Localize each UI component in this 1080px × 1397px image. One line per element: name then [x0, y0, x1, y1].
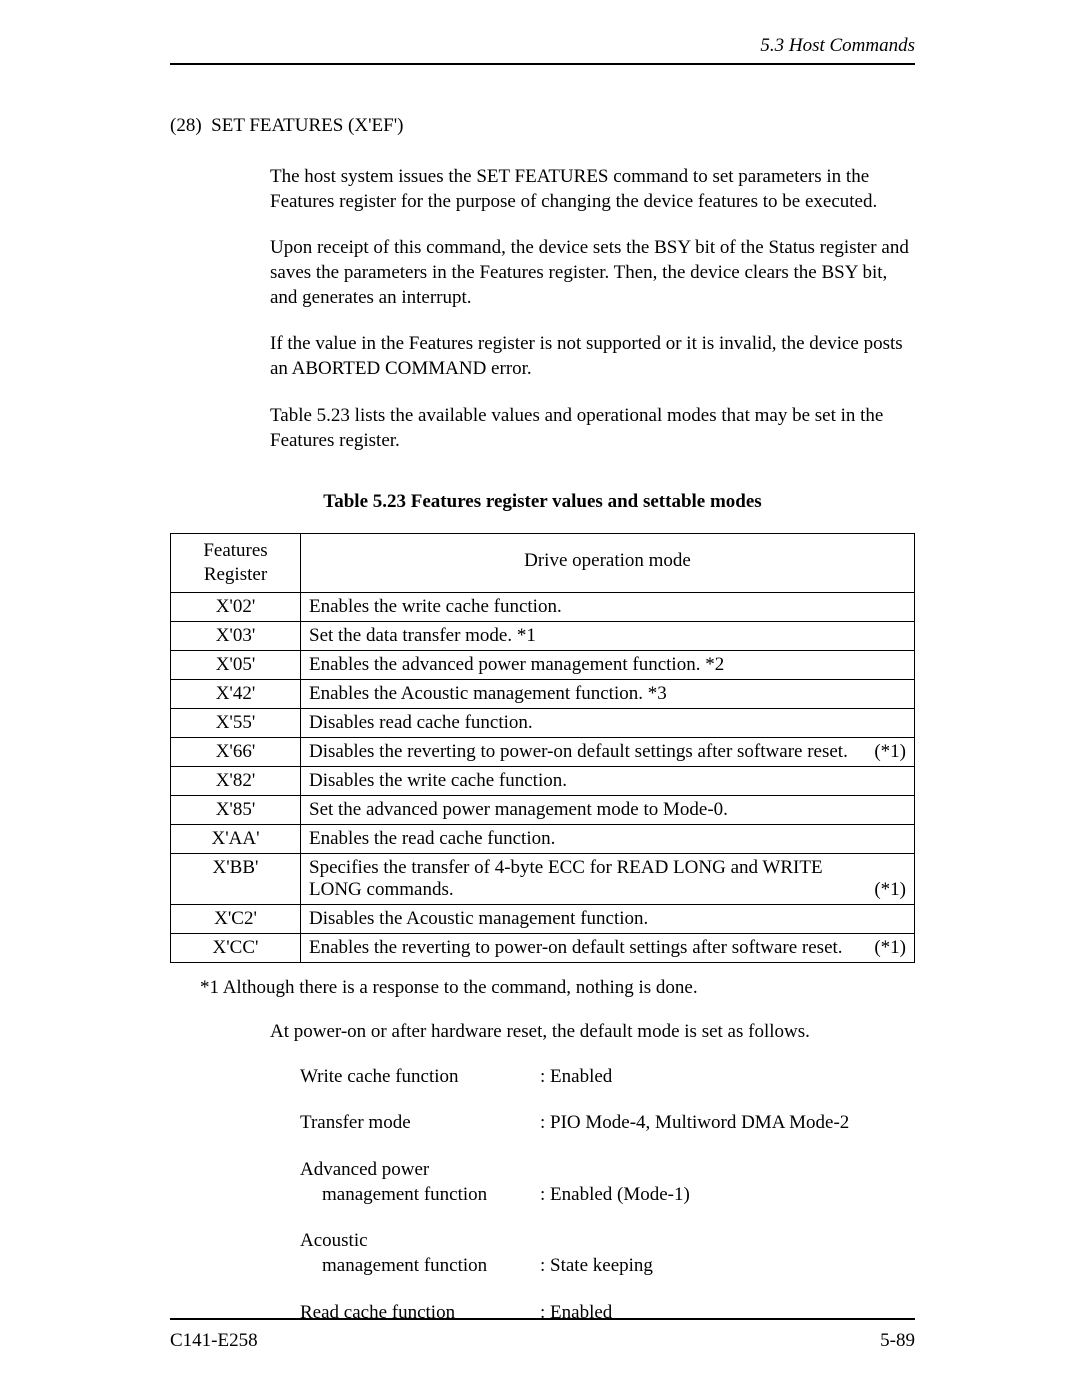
paragraph-2: Upon receipt of this command, the device…: [270, 236, 915, 310]
table-cell-mode: Enables the read cache function.: [301, 824, 915, 853]
table-row: X'BB'Specifies the transfer of 4-byte EC…: [171, 853, 915, 904]
table-cell-register: X'66': [171, 737, 301, 766]
table-row: X'03'Set the data transfer mode. *1: [171, 621, 915, 650]
table-row: X'CC'Enables the reverting to power-on d…: [171, 933, 915, 962]
table-cell-mode: Disables the Acoustic management functio…: [301, 904, 915, 933]
table-cell-register: X'55': [171, 708, 301, 737]
table-cell-register: X'02': [171, 592, 301, 621]
table-header-mode: Drive operation mode: [301, 534, 915, 593]
footer-rule: [170, 1318, 915, 1320]
table-row: X'42'Enables the Acoustic management fun…: [171, 679, 915, 708]
section-heading: (28) SET FEATURES (X'EF'): [170, 115, 915, 137]
table-row: X'55'Disables read cache function.: [171, 708, 915, 737]
table-cell-register: X'05': [171, 650, 301, 679]
paragraph-1: The host system issues the SET FEATURES …: [270, 165, 915, 214]
table-cell-register: X'CC': [171, 933, 301, 962]
table-cell-mode: Disables the reverting to power-on defau…: [301, 737, 915, 766]
page-footer: C141-E258 5-89: [170, 1318, 915, 1352]
section-number: (28): [170, 115, 202, 136]
table-cell-mode: Enables the Acoustic management function…: [301, 679, 915, 708]
header-rule: [170, 63, 915, 65]
default-value: : Enabled: [540, 1065, 612, 1090]
default-value: : Enabled (Mode-1): [540, 1183, 690, 1208]
table-cell-mode: Enables the reverting to power-on defaul…: [301, 933, 915, 962]
table-cell-register: X'BB': [171, 853, 301, 904]
table-row: X'C2'Disables the Acoustic management fu…: [171, 904, 915, 933]
table-cell-register: X'AA': [171, 824, 301, 853]
default-row: Write cache function: Enabled: [300, 1065, 915, 1090]
section-title-text: SET FEATURES (X'EF'): [211, 115, 403, 136]
table-row: X'82'Disables the write cache function.: [171, 766, 915, 795]
table-cell-register: X'C2': [171, 904, 301, 933]
footnote-1: *1 Although there is a response to the c…: [200, 977, 915, 999]
table-row: X'02'Enables the write cache function.: [171, 592, 915, 621]
table-cell-register: X'85': [171, 795, 301, 824]
default-label: Acousticmanagement function: [300, 1229, 540, 1278]
defaults-list: Write cache function: EnabledTransfer mo…: [300, 1065, 915, 1326]
table-cell-register: X'42': [171, 679, 301, 708]
features-table: Features Register Drive operation mode X…: [170, 533, 915, 963]
default-row: Advanced powermanagement function: Enabl…: [300, 1158, 915, 1207]
default-mode-intro: At power-on or after hardware reset, the…: [270, 1021, 915, 1043]
table-row: X'66'Disables the reverting to power-on …: [171, 737, 915, 766]
table-cell-mode: Specifies the transfer of 4-byte ECC for…: [301, 853, 915, 904]
table-cell-mode: Enables the advanced power management fu…: [301, 650, 915, 679]
default-value: : State keeping: [540, 1254, 653, 1279]
table-cell-mode: Enables the write cache function.: [301, 592, 915, 621]
table-row: X'05'Enables the advanced power manageme…: [171, 650, 915, 679]
page-header-section: 5.3 Host Commands: [170, 35, 915, 63]
table-cell-mode: Set the data transfer mode. *1: [301, 621, 915, 650]
default-label: Write cache function: [300, 1065, 540, 1090]
paragraph-3: If the value in the Features register is…: [270, 332, 915, 381]
table-row: X'AA'Enables the read cache function.: [171, 824, 915, 853]
paragraph-4: Table 5.23 lists the available values an…: [270, 404, 915, 453]
table-cell-register: X'82': [171, 766, 301, 795]
default-row: Acousticmanagement function: State keepi…: [300, 1229, 915, 1278]
footer-doc-id: C141-E258: [170, 1330, 258, 1352]
table-cell-register: X'03': [171, 621, 301, 650]
default-label: Advanced powermanagement function: [300, 1158, 540, 1207]
table-cell-mode: Disables read cache function.: [301, 708, 915, 737]
default-label: Transfer mode: [300, 1111, 540, 1136]
table-cell-mode: Set the advanced power management mode t…: [301, 795, 915, 824]
footer-page-number: 5-89: [880, 1330, 915, 1352]
table-row: X'85'Set the advanced power management m…: [171, 795, 915, 824]
default-row: Transfer mode: PIO Mode-4, Multiword DMA…: [300, 1111, 915, 1136]
default-value: : PIO Mode-4, Multiword DMA Mode-2: [540, 1111, 849, 1136]
table-caption: Table 5.23 Features register values and …: [170, 491, 915, 513]
table-cell-mode: Disables the write cache function.: [301, 766, 915, 795]
table-header-features: Features Register: [171, 534, 301, 593]
